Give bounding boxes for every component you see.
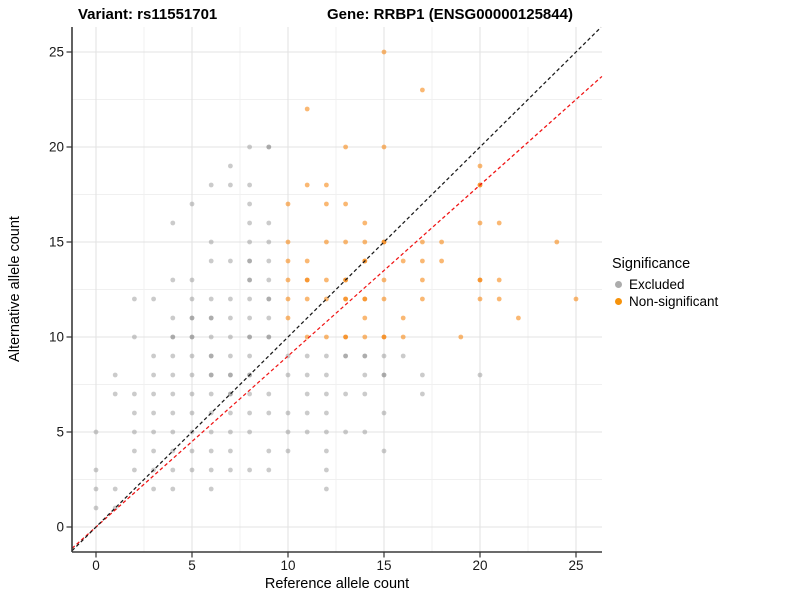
plot-title-variant: Variant: rs11551701 xyxy=(78,6,218,23)
tick-labels: 0 5 10 15 20 25 0 5 10 15 20 25 xyxy=(49,45,584,573)
legend-item-excluded: Excluded xyxy=(612,276,718,293)
svg-text:0: 0 xyxy=(92,558,100,573)
legend-item-non-significant: Non-significant xyxy=(612,293,718,310)
svg-text:20: 20 xyxy=(49,140,64,155)
svg-text:25: 25 xyxy=(49,45,64,60)
svg-text:25: 25 xyxy=(568,558,583,573)
svg-text:15: 15 xyxy=(49,235,64,250)
identity-diagonal xyxy=(71,26,602,552)
svg-text:20: 20 xyxy=(472,558,487,573)
excluded-swatch-icon xyxy=(615,281,622,288)
axes xyxy=(66,27,602,558)
svg-text:10: 10 xyxy=(49,330,64,345)
x-axis-title: Reference allele count xyxy=(264,576,410,592)
legend: Significance Excluded Non-significant xyxy=(612,256,718,310)
plot-title-gene: Gene: RRBP1 (ENSG00000125844) xyxy=(327,6,573,23)
svg-text:0: 0 xyxy=(56,520,64,535)
svg-text:5: 5 xyxy=(56,425,64,440)
svg-text:15: 15 xyxy=(376,558,391,573)
legend-item-non-significant-label: Non-significant xyxy=(629,294,719,309)
legend-item-excluded-label: Excluded xyxy=(629,277,685,292)
y-axis-title: Alternative allele count xyxy=(7,216,23,362)
grid-major xyxy=(72,27,602,552)
non-significant-swatch-icon xyxy=(615,298,622,305)
svg-text:10: 10 xyxy=(280,558,295,573)
svg-text:5: 5 xyxy=(188,558,196,573)
legend-title: Significance xyxy=(612,256,691,272)
points-excluded xyxy=(93,144,483,511)
grid-minor xyxy=(72,27,602,552)
red-diagonal xyxy=(71,75,603,549)
points-non-significant xyxy=(285,49,579,340)
